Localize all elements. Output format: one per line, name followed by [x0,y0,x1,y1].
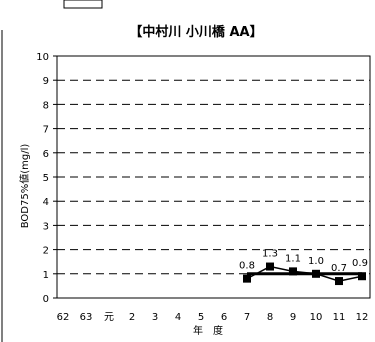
data-point [358,272,366,281]
data-label: 0.8 [239,261,255,272]
y-tick-label: 2 [43,246,49,257]
data-point [243,274,251,283]
y-tick-label: 1 [43,270,49,281]
data-point [289,267,297,276]
x-tick-label: 6 [221,312,227,323]
header-box-fragment [63,0,103,9]
x-tick-label: 7 [244,312,250,323]
x-tick-label: 8 [267,312,273,323]
data-label: 0.7 [331,263,347,274]
x-tick-label: 3 [152,312,158,323]
y-tick-label: 0 [43,294,49,305]
x-tick-label: 4 [175,312,181,323]
y-tick-label: 9 [43,76,49,87]
x-tick-label: 10 [310,312,323,323]
data-label: 1.1 [285,253,301,264]
y-tick-label: 3 [43,221,49,232]
data-label: 0.9 [352,258,368,269]
y-tick-label: 7 [43,125,49,136]
y-tick-label: 10 [36,52,49,63]
data-label: 1.3 [262,249,278,260]
x-tick-label: 62 [57,312,70,323]
data-label: 1.0 [308,256,324,267]
y-tick-label: 6 [43,149,49,160]
data-point [266,262,274,271]
x-tick-label: 63 [80,312,93,323]
x-axis-label: 年 度 [193,324,223,337]
y-tick-label: 4 [43,197,49,208]
y-axis-label: BOD75%値(mg/l) [18,144,31,229]
x-tick-label: 12 [356,312,369,323]
x-tick-label: 元 [104,312,114,323]
data-point [335,277,343,286]
x-tick-label: 9 [290,312,296,323]
x-tick-label: 2 [129,312,135,323]
x-tick-label: 5 [198,312,204,323]
y-tick-label: 5 [43,173,49,184]
y-tick-label: 8 [43,100,49,111]
x-tick-label: 11 [333,312,346,323]
chart-title: 【中村川 小川橋 AA】 [129,24,262,40]
